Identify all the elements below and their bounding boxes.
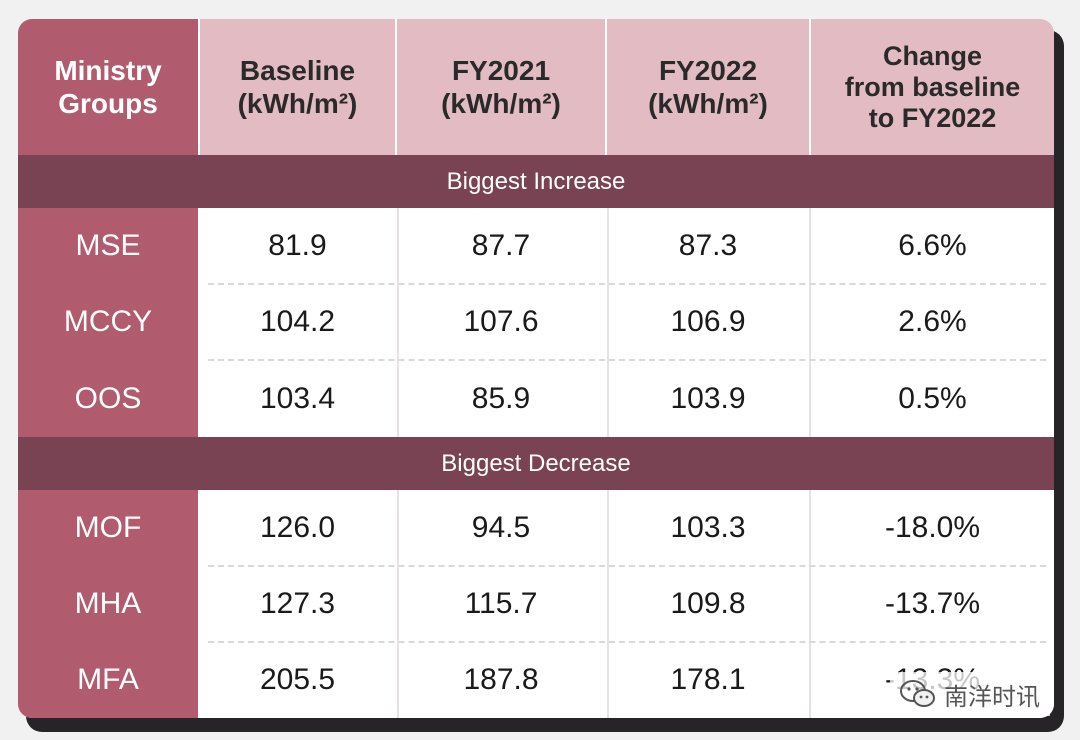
energy-table: Ministry Groups Baseline (kWh/m²) FY2021… [18,19,1054,718]
cell-mfa-fy2021: 187.8 [397,642,605,718]
wechat-icon [900,680,935,707]
cell-mfa-baseline: 205.5 [200,642,395,718]
cell-mccy-change: 2.6% [811,284,1054,360]
row-divider [208,641,1046,643]
group-label-mfa: MFA [18,642,198,718]
cell-mccy-fy2022: 106.9 [607,284,809,360]
header-fy2021: FY2021 (kWh/m²) [397,19,605,155]
header-fy2022: FY2022 (kWh/m²) [607,19,809,155]
watermark-text: 南洋时讯 [944,682,1040,711]
cell-mha-fy2022: 109.8 [607,566,809,642]
cell-oos-fy2021: 85.9 [397,360,605,437]
cell-mse-baseline: 81.9 [200,208,395,284]
section-biggest-decrease: Biggest Decrease [18,437,1054,490]
cell-mof-fy2022: 103.3 [607,490,809,566]
cell-mccy-baseline: 104.2 [200,284,395,360]
section-biggest-increase: Biggest Increase [18,155,1054,208]
cell-oos-fy2022: 103.9 [607,360,809,437]
cell-mof-change: -18.0% [811,490,1054,566]
cell-mha-change: -13.7% [811,566,1054,642]
cell-mse-fy2021: 87.7 [397,208,605,284]
group-label-mof: MOF [18,490,198,566]
group-label-mha: MHA [18,566,198,642]
group-label-oos: OOS [18,360,198,437]
column-divider [397,490,399,718]
group-label-mse: MSE [18,208,198,284]
cell-mfa-fy2022: 178.1 [607,642,809,718]
group-label-mccy: MCCY [18,284,198,360]
column-divider [809,490,811,718]
cell-mse-fy2022: 87.3 [607,208,809,284]
column-divider [809,208,811,437]
column-divider [607,208,609,437]
cell-mccy-fy2021: 107.6 [397,284,605,360]
row-divider [208,565,1046,567]
cell-mse-change: 6.6% [811,208,1054,284]
cell-mof-fy2021: 94.5 [397,490,605,566]
column-divider [397,208,399,437]
cell-mha-baseline: 127.3 [200,566,395,642]
row-divider [208,359,1046,361]
header-baseline: Baseline (kWh/m²) [200,19,395,155]
header-change: Change from baseline to FY2022 [811,19,1054,155]
cell-oos-baseline: 103.4 [200,360,395,437]
cell-mha-fy2021: 115.7 [397,566,605,642]
row-divider [208,283,1046,285]
watermark: 南洋时讯 [898,674,1040,714]
header-ministry-groups: Ministry Groups [18,19,198,155]
column-divider [607,490,609,718]
cell-mof-baseline: 126.0 [200,490,395,566]
cell-oos-change: 0.5% [811,360,1054,437]
